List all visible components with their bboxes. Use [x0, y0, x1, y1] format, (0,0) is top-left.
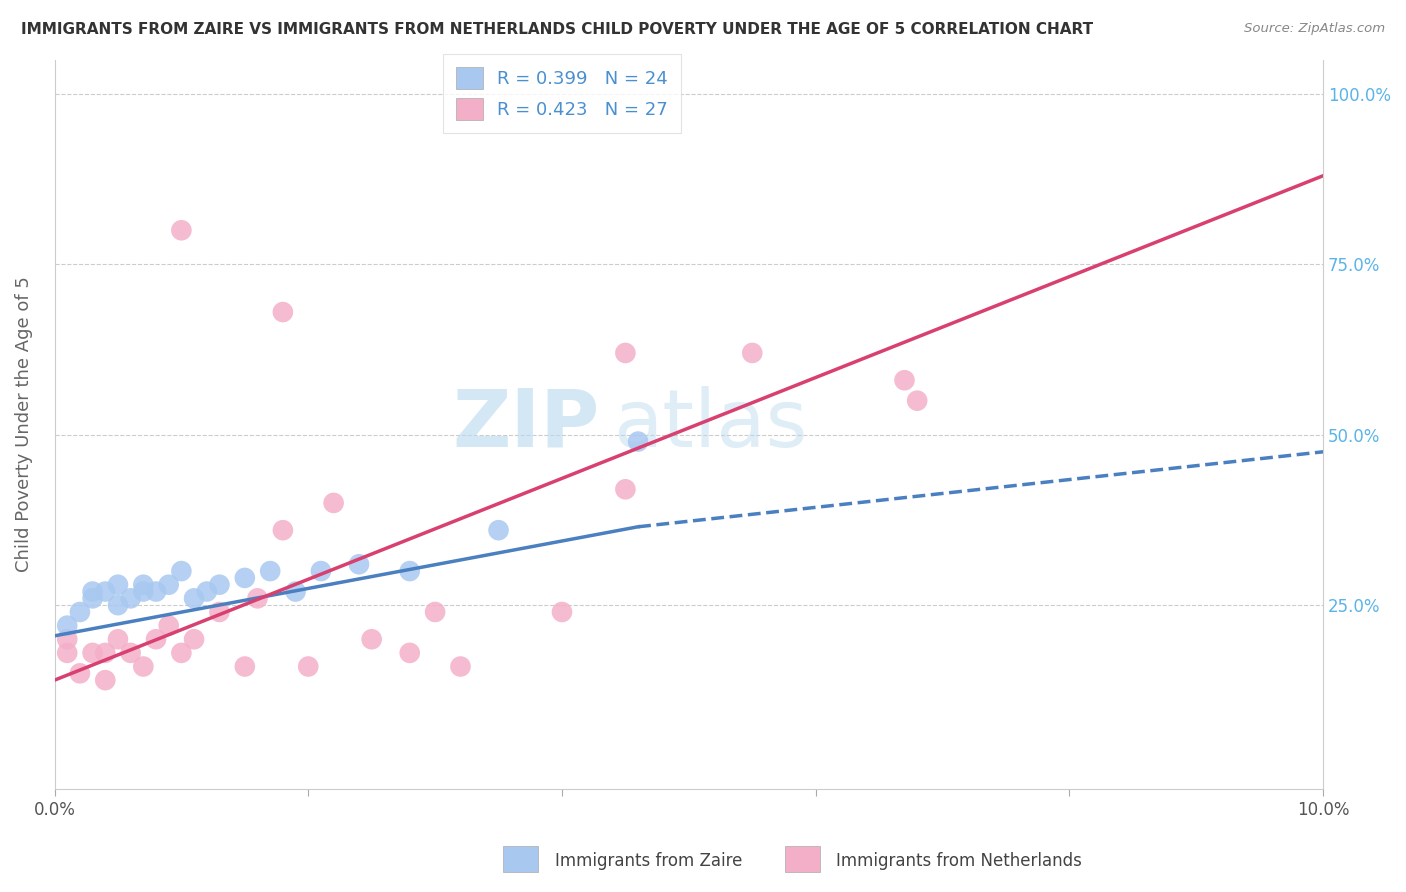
Point	[614, 483, 637, 497]
Point	[398, 564, 420, 578]
Point	[741, 346, 763, 360]
Point	[56, 632, 79, 647]
Text: IMMIGRANTS FROM ZAIRE VS IMMIGRANTS FROM NETHERLANDS CHILD POVERTY UNDER THE AGE: IMMIGRANTS FROM ZAIRE VS IMMIGRANTS FROM…	[21, 22, 1094, 37]
Point	[208, 605, 231, 619]
Point	[82, 584, 104, 599]
Text: Immigrants from Netherlands: Immigrants from Netherlands	[815, 852, 1083, 870]
Point	[347, 558, 370, 572]
Point	[360, 632, 382, 647]
Text: ZIP: ZIP	[453, 385, 600, 464]
Text: Immigrants from Zaire: Immigrants from Zaire	[534, 852, 742, 870]
Point	[450, 659, 472, 673]
Point	[132, 659, 155, 673]
Point	[157, 578, 180, 592]
Point	[145, 584, 167, 599]
Point	[271, 523, 294, 537]
Legend: R = 0.399   N = 24, R = 0.423   N = 27: R = 0.399 N = 24, R = 0.423 N = 27	[443, 54, 681, 133]
Text: atlas: atlas	[613, 385, 807, 464]
Point	[94, 673, 117, 688]
Point	[183, 591, 205, 606]
Point	[398, 646, 420, 660]
Point	[170, 223, 193, 237]
Point	[614, 346, 637, 360]
Point	[284, 584, 307, 599]
Point	[107, 598, 129, 612]
Point	[94, 646, 117, 660]
Point	[246, 591, 269, 606]
Point	[322, 496, 344, 510]
Point	[107, 578, 129, 592]
Point	[183, 632, 205, 647]
Point	[56, 618, 79, 632]
Point	[157, 618, 180, 632]
Point	[132, 584, 155, 599]
Point	[107, 632, 129, 647]
Point	[271, 305, 294, 319]
Point	[82, 646, 104, 660]
Point	[233, 659, 256, 673]
Point	[233, 571, 256, 585]
Point	[82, 591, 104, 606]
Point	[69, 666, 91, 681]
Point	[488, 523, 510, 537]
Point	[208, 578, 231, 592]
FancyBboxPatch shape	[503, 846, 538, 871]
Point	[551, 605, 574, 619]
Point	[423, 605, 446, 619]
Point	[259, 564, 281, 578]
Y-axis label: Child Poverty Under the Age of 5: Child Poverty Under the Age of 5	[15, 277, 32, 573]
Point	[94, 584, 117, 599]
Point	[905, 393, 928, 408]
Text: Source: ZipAtlas.com: Source: ZipAtlas.com	[1244, 22, 1385, 36]
Point	[195, 584, 218, 599]
Point	[56, 646, 79, 660]
Point	[309, 564, 332, 578]
Point	[297, 659, 319, 673]
Point	[120, 646, 142, 660]
Point	[69, 605, 91, 619]
FancyBboxPatch shape	[785, 846, 820, 871]
Point	[145, 632, 167, 647]
Point	[170, 646, 193, 660]
Point	[170, 564, 193, 578]
Point	[627, 434, 650, 449]
Point	[132, 578, 155, 592]
Point	[893, 373, 915, 387]
Point	[120, 591, 142, 606]
